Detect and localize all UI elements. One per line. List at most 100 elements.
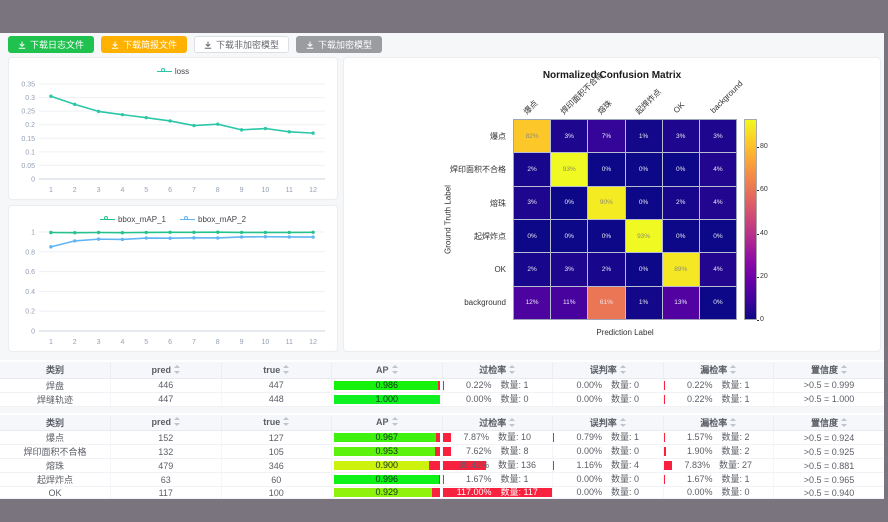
svg-text:4: 4 — [120, 187, 124, 194]
svg-text:1: 1 — [31, 230, 35, 237]
sort-caret-icon — [282, 417, 290, 427]
column-header-ap[interactable]: AP — [331, 362, 443, 379]
svg-text:9: 9 — [240, 187, 244, 194]
matrix-cell: 3% — [551, 120, 588, 153]
svg-text:0.6: 0.6 — [25, 269, 35, 276]
column-header-label: 类别 — [0, 414, 111, 431]
metrics-tables: 类别 pred true AP 过检率 误判率 漏检率 置信度 焊盘 446 447 0.986 0.2… — [0, 360, 884, 499]
column-header-pred[interactable]: pred — [110, 362, 222, 379]
matrix-cell: 93% — [625, 219, 662, 253]
bbox-map-legend: bbox_mAP_1 bbox_mAP_2 — [9, 206, 337, 226]
svg-text:4: 4 — [120, 339, 124, 346]
colorbar-tick-label: 80 — [757, 143, 768, 151]
matrix-cell: 11% — [551, 286, 588, 319]
cell-label: 焊印面积不合格 — [0, 444, 111, 459]
table-row: 焊盘 446 447 0.986 0.22% 数量: 1 0.00% 数量: 0 0.22% 数量… — [0, 378, 884, 393]
svg-text:0.4: 0.4 — [25, 289, 35, 296]
dashboard-content: 下载日志文件 下载简报文件 下载非加密模型 下载加密模型 loss 0 0.05 0.1 0… — [0, 33, 884, 499]
matrix-row-label: background — [464, 298, 506, 308]
table-row: 起焊炸点 63 60 0.996 1.67% 数量: 1 0.00% 数量: 0 1.67% 数量… — [0, 472, 884, 487]
sort-caret-icon — [619, 365, 626, 375]
table-row: 焊印面积不合格 132 105 0.953 7.62% 数量: 8 0.00% 数量: 0 1.… — [0, 444, 884, 459]
matrix-cell: 0% — [662, 153, 699, 186]
column-header-over[interactable]: 过检率 — [442, 414, 553, 431]
svg-text:11: 11 — [286, 187, 293, 194]
download-button-3[interactable]: 下载非加密模型 — [194, 36, 290, 53]
column-header-true[interactable]: true — [221, 414, 332, 431]
cell-mis-rate: 0.79% 数量: 1 — [552, 430, 664, 445]
cell-confidence: >0.5 = 0.940 — [773, 486, 884, 499]
svg-text:8: 8 — [216, 339, 220, 346]
cell-mis-rate: 0.00% 数量: 0 — [552, 486, 664, 499]
download-icon — [18, 41, 26, 49]
column-header-miss[interactable]: 漏检率 — [663, 414, 774, 431]
matrix-cell: 0% — [625, 253, 662, 286]
svg-text:12: 12 — [309, 339, 317, 346]
legend-item-bbox_mAP_2[interactable]: bbox_mAP_2 — [180, 212, 246, 226]
column-header-mis[interactable]: 误判率 — [552, 362, 664, 379]
svg-text:1: 1 — [49, 187, 53, 194]
column-header-pred[interactable]: pred — [110, 414, 222, 431]
sort-caret-icon — [391, 364, 398, 374]
matrix-cell: 0% — [588, 153, 625, 186]
svg-text:0.3: 0.3 — [25, 95, 35, 102]
cell-true: 60 — [221, 472, 332, 487]
column-header-mis[interactable]: 误判率 — [552, 414, 664, 431]
cell-label: 起焊炸点 — [0, 472, 111, 487]
cell-true: 448 — [221, 392, 332, 407]
column-header-ap[interactable]: AP — [331, 414, 443, 431]
column-header-true[interactable]: true — [221, 362, 332, 379]
svg-text:0: 0 — [31, 177, 35, 184]
legend-item-bbox_mAP_1[interactable]: bbox_mAP_1 — [99, 212, 166, 226]
loss-chart: 00.050.10.150.20.250.30.351 2 3 4 5 6 7 8 9 10 11 1… — [21, 82, 325, 194]
matrix-column-label: OK — [671, 100, 687, 115]
svg-text:7: 7 — [192, 339, 196, 346]
download-button-1[interactable]: 下载日志文件 — [8, 36, 95, 53]
column-header-over[interactable]: 过检率 — [442, 362, 553, 379]
cell-mis-rate: 0.00% 数量: 0 — [552, 392, 664, 407]
column-header-conf[interactable]: 置信度 — [773, 414, 884, 431]
colorbar-tick-label: 0 — [757, 316, 764, 323]
confusion-matrix-heatmap: 82% 3% 7% 1% 3% 3% 2% 93% 0% 0% 0% 4% 3% 0% 90% 0% 2% 4% 0… — [513, 119, 737, 320]
table-row: 焊缝轨迹 447 448 1.000 0.00% 数量: 0 0.00% 数量: 0 0.22%… — [0, 392, 884, 407]
colorbar-tick-label: 60 — [757, 186, 768, 194]
cell-pred: 447 — [110, 392, 222, 407]
cell-miss-rate: 0.00% 数量: 0 — [663, 486, 774, 499]
colorbar-tick-label: 20 — [757, 272, 768, 280]
sort-caret-icon — [508, 365, 516, 375]
cell-mis-rate: 0.00% 数量: 0 — [552, 472, 664, 487]
sort-caret-icon — [840, 417, 847, 427]
cell-ap: 1.000 — [331, 392, 443, 407]
svg-text:5: 5 — [144, 339, 148, 346]
cell-over-rate: 0.00% 数量: 0 — [442, 392, 553, 407]
cell-true: 447 — [221, 378, 332, 393]
legend-item-loss[interactable]: loss — [156, 64, 189, 78]
matrix-column-label: 爆点 — [521, 98, 540, 117]
svg-text:10: 10 — [262, 187, 270, 194]
cell-true: 127 — [221, 430, 332, 445]
cell-label: OK — [0, 486, 111, 499]
column-header-label: 类别 — [0, 362, 111, 379]
cell-confidence: >0.5 = 1.000 — [773, 392, 884, 407]
matrix-cell: 12% — [514, 286, 551, 319]
cell-confidence: >0.5 = 0.925 — [773, 444, 884, 459]
sort-caret-icon — [173, 364, 180, 374]
matrix-cell: 93% — [551, 153, 588, 186]
cell-ap: 0.996 — [331, 472, 443, 487]
svg-text:10: 10 — [262, 339, 270, 346]
sort-caret-icon — [729, 417, 737, 427]
cell-miss-rate: 1.90% 数量: 2 — [663, 444, 774, 459]
cell-miss-rate: 0.22% 数量: 1 — [663, 392, 774, 407]
column-header-miss[interactable]: 漏检率 — [663, 362, 774, 379]
loss-legend: loss — [9, 58, 337, 78]
bbox-map-chart: 00.20.40.60.811 2 3 4 5 6 7 8 9 10 11 12 — [25, 230, 325, 346]
svg-text:1: 1 — [49, 339, 53, 346]
cell-label: 熔珠 — [0, 458, 111, 473]
svg-text:0.8: 0.8 — [25, 249, 35, 256]
download-button-4[interactable]: 下载加密模型 — [296, 36, 383, 53]
cell-mis-rate: 1.16% 数量: 4 — [552, 458, 664, 473]
cell-label: 爆点 — [0, 430, 111, 445]
download-button-2[interactable]: 下载简报文件 — [101, 36, 188, 53]
column-header-conf[interactable]: 置信度 — [773, 362, 884, 379]
svg-text:0: 0 — [31, 329, 35, 336]
